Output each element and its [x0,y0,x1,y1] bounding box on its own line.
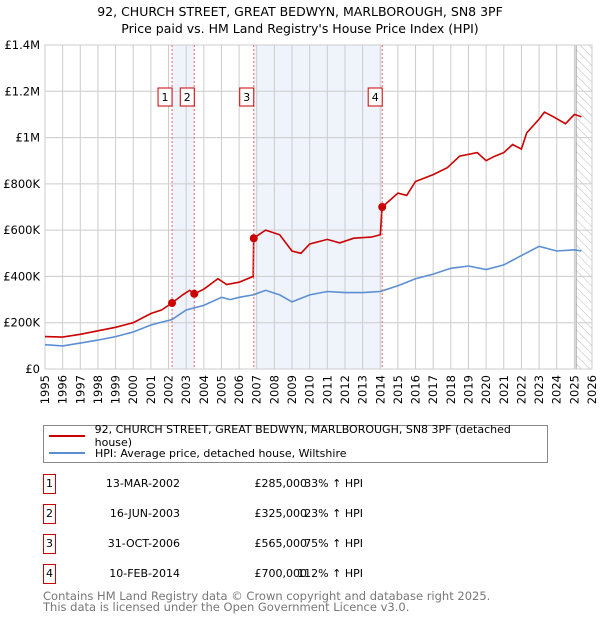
y-tick-label: £1.4M [4,38,40,52]
sale-date: 31-OCT-2006 [107,537,180,550]
legend-swatch-hpi [49,452,85,454]
sale-date: 10-FEB-2014 [109,567,180,580]
x-tick-label: 2011 [320,375,334,404]
legend-swatch-property [49,435,85,437]
x-tick-label: 2010 [303,375,317,404]
hatched-future-region [576,45,592,369]
x-tick-label: 2013 [356,375,370,404]
y-tick-label: £800K [3,177,40,191]
hpi-line [44,245,582,347]
x-tick-label: 2022 [514,375,528,404]
sale-marker-box [157,87,173,107]
x-tick-label: 2008 [267,375,281,404]
x-tick-label: 2006 [232,375,246,404]
sale-row: 1 13-MAR-2002 £285,000 33% ↑ HPI [43,474,443,494]
sale-number-badge: 4 [43,564,56,584]
y-tick-label: £600K [3,223,40,237]
chart-area: 1 2 3 4 1995 1996 1997 1998 1999 2000 2001 2002 2003… [3,38,599,404]
x-tick-label: 1996 [56,375,70,404]
sale-hpi-change: 23% ↑ HPI [304,507,363,520]
x-tick-label: 2016 [409,375,423,404]
chart-title-address: 92, CHURCH STREET, GREAT BEDWYN, MARLBOR… [97,4,503,19]
sale-hpi-change: 112% ↑ HPI [297,567,363,580]
sale-hpi-change: 75% ↑ HPI [304,537,363,550]
legend-item-property: 92, CHURCH STREET, GREAT BEDWYN, MARLBOR… [44,423,547,449]
y-tick-label: £1M [15,131,40,145]
sale-number-badge: 2 [43,504,56,524]
x-tick-label: 2018 [444,375,458,404]
x-tick-label: 2020 [479,375,493,404]
x-tick-label: 1999 [109,375,123,404]
sale-point [249,234,258,243]
shaded-ownership-period [172,45,195,369]
sale-point [190,289,199,298]
sale-number-badge: 1 [43,474,56,494]
x-tick-label: 2012 [338,375,352,404]
x-tick-label: 2002 [162,375,176,404]
x-tick-label: 2017 [426,375,440,404]
x-tick-label: 1997 [73,375,87,404]
sale-row: 2 16-JUN-2003 £325,000 23% ↑ HPI [43,504,443,524]
legend-label-property: 92, CHURCH STREET, GREAT BEDWYN, MARLBOR… [94,423,511,449]
x-tick-label: 2007 [250,375,264,404]
sale-row: 3 31-OCT-2006 £565,000 75% ↑ HPI [43,534,443,554]
y-tick-label: £1.2M [4,84,40,98]
x-tick-label: 2000 [126,375,140,404]
y-tick-label: £0 [25,362,40,376]
sale-row: 4 10-FEB-2014 £700,000 112% ↑ HPI [43,564,443,584]
x-tick-label: 2026 [585,375,599,404]
sale-price: £285,000 [254,477,308,490]
sale-hpi-change: 33% ↑ HPI [304,477,363,490]
footer-licence: This data is licensed under the Open Gov… [43,600,410,614]
sale-date: 13-MAR-2002 [105,477,180,490]
legend: 92, CHURCH STREET, GREAT BEDWYN, MARLBOR… [43,423,548,463]
sale-point [378,203,387,211]
chart-subtitle: Price paid vs. HM Land Registry's House … [121,21,479,36]
sale-marker-number: 1 [162,91,169,104]
legend-item-hpi: HPI: Average price, detached house, Wilt… [44,445,347,461]
sale-price: £700,000 [254,567,308,580]
y-tick-label: £400K [3,269,40,283]
sale-price: £325,000 [254,507,308,520]
shaded-ownership-period [253,45,383,369]
x-tick-label: 2024 [550,375,564,404]
x-tick-label: 2019 [461,375,475,404]
x-tick-label: 2005 [214,375,228,404]
x-tick-label: 2004 [197,375,211,404]
y-tick-label: £200K [3,316,40,330]
sale-marker-number: 3 [243,91,250,104]
x-tick-label: 1995 [38,375,52,404]
x-tick-label: 2014 [373,375,387,404]
sale-marker-number: 4 [372,91,379,104]
x-tick-label: 2001 [144,375,158,404]
x-tick-label: 2003 [179,375,193,404]
sale-point [168,299,177,308]
sale-marker-box [179,87,195,107]
x-tick-label: 2015 [391,375,405,404]
x-tick-label: 1998 [91,375,105,404]
sale-date: 16-JUN-2003 [109,507,180,520]
legend-label-hpi: HPI: Average price, detached house, Wilt… [95,446,347,460]
sale-price: £565,000 [254,537,308,550]
x-tick-label: 2025 [567,375,581,404]
sale-marker-number: 2 [184,91,191,104]
x-tick-label: 2023 [532,375,546,404]
sale-marker-box [367,87,383,107]
footer-copyright: Contains HM Land Registry data © Crown c… [43,589,491,603]
sale-marker-box [239,87,255,107]
sale-number-badge: 3 [43,534,56,554]
x-tick-label: 2021 [497,375,511,404]
x-tick-label: 2009 [285,375,299,404]
